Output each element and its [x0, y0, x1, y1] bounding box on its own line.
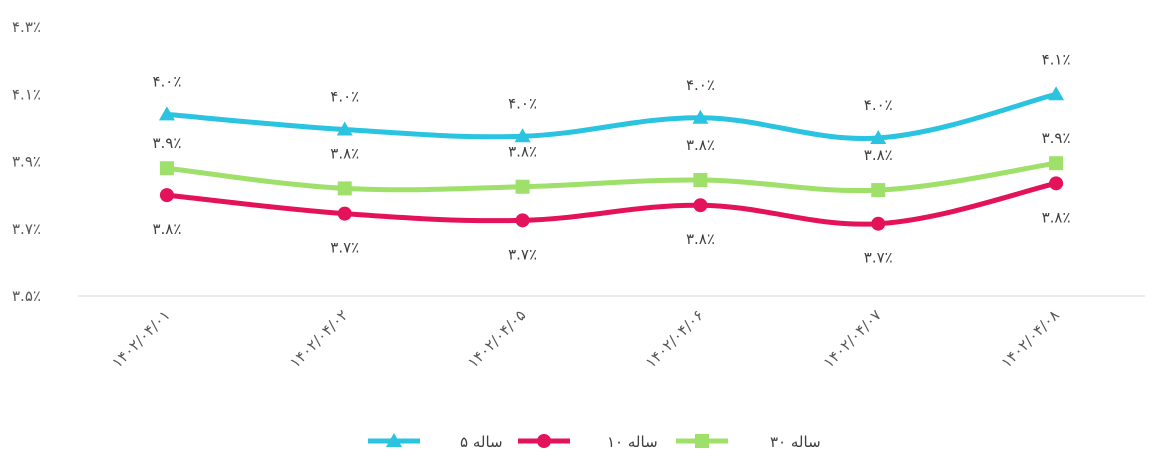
data-point: [870, 129, 887, 144]
y-tick-label: ۳.۹٪: [12, 153, 41, 171]
data-label: ۴.۰٪: [686, 76, 715, 94]
data-point: [693, 198, 708, 213]
data-label: ۴.۱٪: [1042, 50, 1071, 68]
data-point: [1049, 176, 1064, 191]
y-axis-ticks: ۳.۵٪ ۳.۷٪ ۳.۹٪ ۴.۱٪ ۴.۳٪: [12, 18, 41, 305]
x-tick-label: ۱۴۰۲/۰۴/۰۷: [820, 306, 885, 371]
data-label: ۳.۷٪: [330, 239, 359, 257]
legend-marker: [386, 433, 402, 447]
x-tick-label: ۱۴۰۲/۰۴/۰۲: [286, 306, 351, 371]
data-label: ۳.۸٪: [508, 143, 537, 161]
x-tick-label: ۱۴۰۲/۰۴/۰۱: [108, 306, 173, 371]
data-label: ۴.۰٪: [330, 88, 359, 106]
legend-marker: [537, 434, 551, 448]
data-point: [515, 179, 530, 194]
data-label: ۳.۸٪: [864, 146, 893, 164]
data-point: [337, 206, 352, 221]
data-label: ۳.۸٪: [330, 144, 359, 162]
series-line: [164, 160, 1059, 194]
legend-label: ۱۰ ساله: [607, 433, 658, 451]
legend: ۵ ساله ۱۰ ساله ۳۰ ساله: [368, 433, 821, 451]
y-tick-label: ۴.۳٪: [12, 18, 41, 36]
y-tick-label: ۳.۷٪: [12, 220, 41, 238]
y-tick-label: ۳.۵٪: [12, 287, 41, 305]
data-point: [337, 181, 352, 196]
data-label: ۳.۷٪: [864, 249, 893, 267]
legend-label: ۵ ساله: [460, 433, 503, 451]
x-tick-label: ۱۴۰۲/۰۴/۰۶: [642, 306, 707, 371]
data-point: [514, 128, 531, 143]
data-label: ۴.۰٪: [864, 96, 893, 114]
data-point: [871, 183, 886, 198]
x-tick-label: ۱۴۰۲/۰۴/۰۵: [464, 306, 529, 371]
data-point: [158, 106, 175, 121]
data-point: [1049, 156, 1064, 171]
legend-marker: [695, 434, 709, 448]
data-point: [336, 121, 353, 136]
x-tick-label: ۱۴۰۲/۰۴/۰۸: [997, 306, 1062, 371]
data-label: ۳.۹٪: [1042, 129, 1071, 147]
data-point: [159, 161, 174, 176]
data-point: [692, 109, 709, 124]
legend-label: ۳۰ ساله: [770, 433, 821, 451]
data-point: [159, 188, 174, 203]
y-tick-label: ۴.۱٪: [12, 85, 41, 103]
data-label: ۴.۰٪: [152, 72, 181, 90]
data-point: [871, 216, 886, 231]
data-labels: ۴.۰٪ ۴.۰٪ ۴.۰٪ ۴.۰٪ ۴.۰٪ ۴.۱٪ ۳.۸٪ ۳.۷٪ ۳.۷٪ ۳.۸٪…: [152, 50, 1070, 266]
data-label: ۳.۹٪: [152, 134, 181, 152]
data-label: ۳.۸٪: [1042, 208, 1071, 226]
data-label: ۳.۸٪: [686, 230, 715, 248]
data-point: [693, 172, 708, 187]
series-line: [164, 180, 1059, 227]
data-point: [1048, 86, 1065, 101]
data-label: ۴.۰٪: [508, 94, 537, 112]
data-label: ۳.۷٪: [508, 245, 537, 263]
x-axis-ticks: ۱۴۰۲/۰۴/۰۱ ۱۴۰۲/۰۴/۰۲ ۱۴۰۲/۰۴/۰۵ ۱۴۰۲/۰۴/۰۶…: [108, 306, 1063, 371]
series-lines: [164, 91, 1059, 227]
data-label: ۳.۸٪: [152, 220, 181, 238]
data-point: [515, 213, 530, 228]
series-line: [164, 91, 1059, 141]
series-markers: [158, 86, 1065, 231]
data-label: ۳.۸٪: [686, 136, 715, 154]
